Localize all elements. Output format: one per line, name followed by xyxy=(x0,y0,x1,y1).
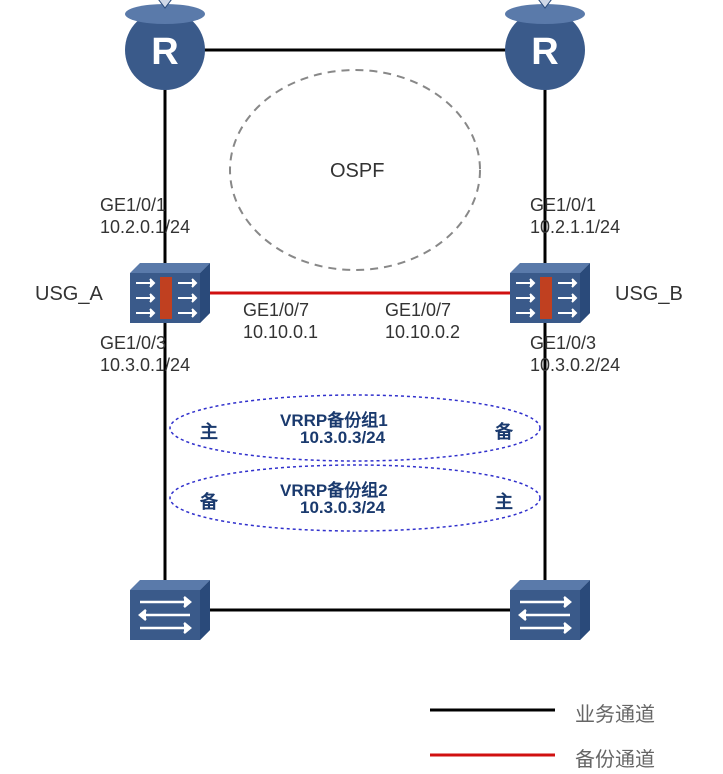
usg-a-icon xyxy=(130,263,210,323)
usg-a-ge-up-ip: 10.2.0.1/24 xyxy=(100,217,190,238)
vrrp1-right: 备 xyxy=(495,418,513,444)
usg-b-ge-down-ip: 10.3.0.2/24 xyxy=(530,355,620,376)
vrrp2-left: 备 xyxy=(200,488,218,514)
usg-a-link-ip: 10.10.0.1 xyxy=(243,322,318,343)
vrrp2-center-2: 10.3.0.3/24 xyxy=(300,498,385,518)
vrrp1-center-2: 10.3.0.3/24 xyxy=(300,428,385,448)
usg-b-ge-up-port: GE1/0/1 xyxy=(530,195,596,216)
vrrp2-right: 主 xyxy=(495,488,513,514)
router-left-icon: R xyxy=(125,0,205,90)
usg-a-name: USG_A xyxy=(35,283,103,306)
usg-a-ge-down-ip: 10.3.0.1/24 xyxy=(100,355,190,376)
legend-business-label: 业务通道 xyxy=(575,698,655,727)
usg-a-link-port: GE1/0/7 xyxy=(243,300,309,321)
legend-backup-label: 备份通道 xyxy=(575,743,655,772)
switch-left-icon xyxy=(130,580,210,640)
svg-text:R: R xyxy=(151,31,178,73)
usg-b-ge-up-ip: 10.2.1.1/24 xyxy=(530,217,620,238)
usg-a-ge-up-port: GE1/0/1 xyxy=(100,195,166,216)
switch-right-icon xyxy=(510,580,590,640)
usg-b-name: USG_B xyxy=(615,283,683,306)
ospf-label: OSPF xyxy=(330,160,384,183)
vrrp1-left: 主 xyxy=(200,418,218,444)
usg-b-ge-down-port: GE1/0/3 xyxy=(530,333,596,354)
svg-text:R: R xyxy=(531,31,558,73)
network-diagram: R R xyxy=(0,0,723,774)
usg-a-ge-down-port: GE1/0/3 xyxy=(100,333,166,354)
router-right-icon: R xyxy=(505,0,585,90)
usg-b-icon xyxy=(510,263,590,323)
usg-b-link-ip: 10.10.0.2 xyxy=(385,322,460,343)
usg-b-link-port: GE1/0/7 xyxy=(385,300,451,321)
